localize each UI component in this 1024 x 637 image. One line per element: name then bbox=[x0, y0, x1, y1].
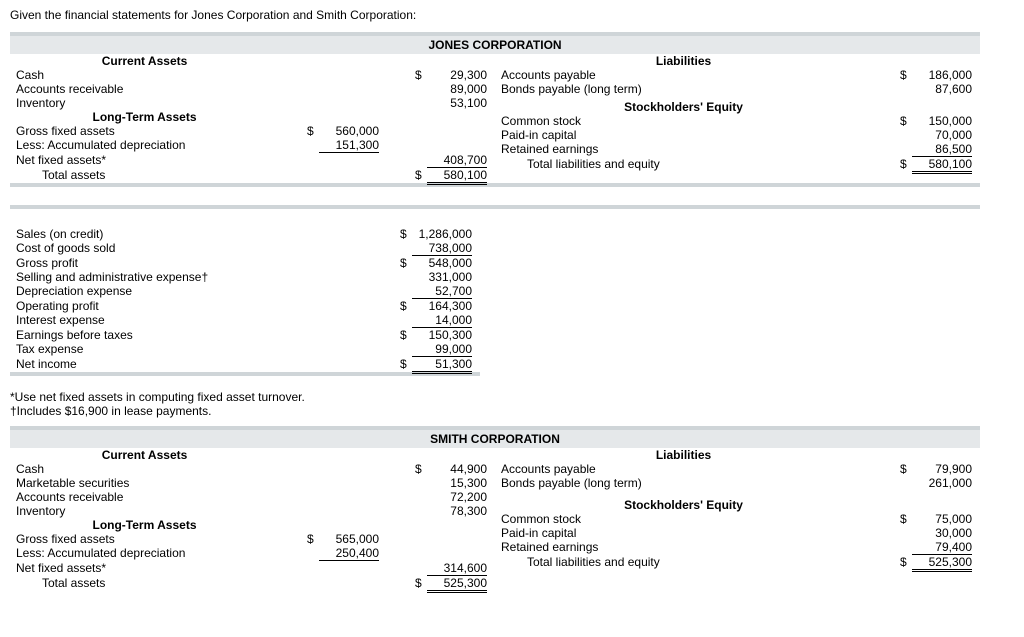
gfa-label: Gross fixed assets bbox=[10, 124, 279, 138]
cs-label: Common stock bbox=[495, 512, 872, 526]
cash-value: 44,900 bbox=[427, 462, 487, 476]
ebt-label: Earnings before taxes bbox=[10, 328, 372, 342]
ap-label: Accounts payable bbox=[495, 68, 872, 82]
sales-value: 1,286,000 bbox=[412, 227, 472, 241]
sga-value: 331,000 bbox=[412, 270, 472, 284]
inv-label: Inventory bbox=[10, 504, 279, 518]
ar-label: Accounts receivable bbox=[10, 82, 279, 96]
total-liab-label: Total liabilities and equity bbox=[495, 555, 872, 569]
cogs-value: 738,000 bbox=[412, 241, 472, 256]
nfa-label: Net fixed assets* bbox=[10, 153, 279, 167]
total-liab-label: Total liabilities and equity bbox=[495, 157, 872, 171]
inv-value: 78,300 bbox=[427, 504, 487, 518]
ap-label: Accounts payable bbox=[495, 462, 872, 476]
bp-label: Bonds payable (long term) bbox=[495, 82, 872, 96]
total-assets-label: Total assets bbox=[10, 576, 279, 590]
cash-label: Cash bbox=[10, 68, 279, 82]
intx-value: 14,000 bbox=[412, 313, 472, 328]
header-longterm-assets: Long-Term Assets bbox=[10, 110, 279, 124]
nfa-value: 408,700 bbox=[427, 153, 487, 168]
ebt-value: 150,300 bbox=[412, 328, 472, 342]
tax-label: Tax expense bbox=[10, 342, 372, 356]
dep-label: Less: Accumulated depreciation bbox=[10, 138, 279, 152]
gp-value: 548,000 bbox=[412, 256, 472, 270]
total-assets-value: 525,300 bbox=[427, 576, 487, 591]
pic-label: Paid-in capital bbox=[495, 128, 872, 142]
dep-value: 151,300 bbox=[319, 138, 379, 153]
header-current-assets: Current Assets bbox=[10, 448, 279, 462]
ap-value: 186,000 bbox=[912, 68, 972, 82]
inv-label: Inventory bbox=[10, 96, 279, 110]
header-stockholders-equity: Stockholders' Equity bbox=[495, 498, 872, 512]
cs-label: Common stock bbox=[495, 114, 872, 128]
depx-value: 52,700 bbox=[412, 284, 472, 299]
re-label: Retained earnings bbox=[495, 142, 872, 156]
cs-value: 150,000 bbox=[912, 114, 972, 128]
gfa-label: Gross fixed assets bbox=[10, 532, 279, 546]
re-value: 86,500 bbox=[912, 142, 972, 157]
notes: *Use net fixed assets in computing fixed… bbox=[10, 390, 1014, 418]
ms-label: Marketable securities bbox=[10, 476, 279, 490]
dep-label: Less: Accumulated depreciation bbox=[10, 546, 279, 560]
re-label: Retained earnings bbox=[495, 540, 872, 554]
header-stockholders-equity: Stockholders' Equity bbox=[495, 100, 872, 114]
jones-title: JONES CORPORATION bbox=[10, 36, 980, 54]
ar-value: 89,000 bbox=[427, 82, 487, 96]
intro-text: Given the financial statements for Jones… bbox=[10, 8, 1014, 22]
smith-balance-sheet: Current Assets Cash$44,900 Marketable se… bbox=[10, 448, 980, 591]
ar-label: Accounts receivable bbox=[10, 490, 279, 504]
bp-label: Bonds payable (long term) bbox=[495, 476, 872, 490]
header-longterm-assets: Long-Term Assets bbox=[10, 518, 279, 532]
ar-value: 72,200 bbox=[427, 490, 487, 504]
header-liabilities: Liabilities bbox=[495, 54, 872, 68]
note-1: *Use net fixed assets in computing fixed… bbox=[10, 390, 1014, 404]
cogs-label: Cost of goods sold bbox=[10, 241, 372, 255]
nfa-label: Net fixed assets* bbox=[10, 561, 279, 575]
header-liabilities: Liabilities bbox=[495, 448, 872, 462]
nfa-value: 314,600 bbox=[427, 561, 487, 576]
ni-label: Net income bbox=[10, 357, 372, 371]
op-label: Operating profit bbox=[10, 299, 372, 313]
bp-value: 261,000 bbox=[912, 476, 972, 490]
total-liab-value: 525,300 bbox=[912, 555, 972, 570]
cs-value: 75,000 bbox=[912, 512, 972, 526]
depx-label: Depreciation expense bbox=[10, 284, 372, 298]
ms-value: 15,300 bbox=[427, 476, 487, 490]
cash-label: Cash bbox=[10, 462, 279, 476]
pic-value: 30,000 bbox=[912, 526, 972, 540]
gfa-value: 560,000 bbox=[319, 124, 379, 138]
smith-title: SMITH CORPORATION bbox=[10, 430, 980, 448]
gfa-value: 565,000 bbox=[319, 532, 379, 546]
gp-label: Gross profit bbox=[10, 256, 372, 270]
ni-value: 51,300 bbox=[412, 357, 472, 372]
jones-balance-sheet: Current Assets Cash$29,300 Accounts rece… bbox=[10, 54, 980, 183]
note-2: †Includes $16,900 in lease payments. bbox=[10, 404, 1014, 418]
total-liab-value: 580,100 bbox=[912, 157, 972, 172]
header-current-assets: Current Assets bbox=[10, 54, 279, 68]
cash-value: 29,300 bbox=[427, 68, 487, 82]
ap-value: 79,900 bbox=[912, 462, 972, 476]
total-assets-value: 580,100 bbox=[427, 168, 487, 183]
op-value: 164,300 bbox=[412, 299, 472, 313]
dep-value: 250,400 bbox=[319, 546, 379, 561]
pic-value: 70,000 bbox=[912, 128, 972, 142]
divider bbox=[10, 372, 480, 376]
divider bbox=[10, 205, 980, 209]
inv-value: 53,100 bbox=[427, 96, 487, 110]
total-assets-label: Total assets bbox=[10, 168, 279, 182]
tax-value: 99,000 bbox=[412, 342, 472, 357]
jones-income-statement: Sales (on credit)$1,286,000 Cost of good… bbox=[10, 227, 480, 372]
pic-label: Paid-in capital bbox=[495, 526, 872, 540]
sga-label: Selling and administrative expense† bbox=[10, 270, 372, 284]
re-value: 79,400 bbox=[912, 540, 972, 555]
sales-label: Sales (on credit) bbox=[10, 227, 372, 241]
intx-label: Interest expense bbox=[10, 313, 372, 327]
bp-value: 87,600 bbox=[912, 82, 972, 96]
